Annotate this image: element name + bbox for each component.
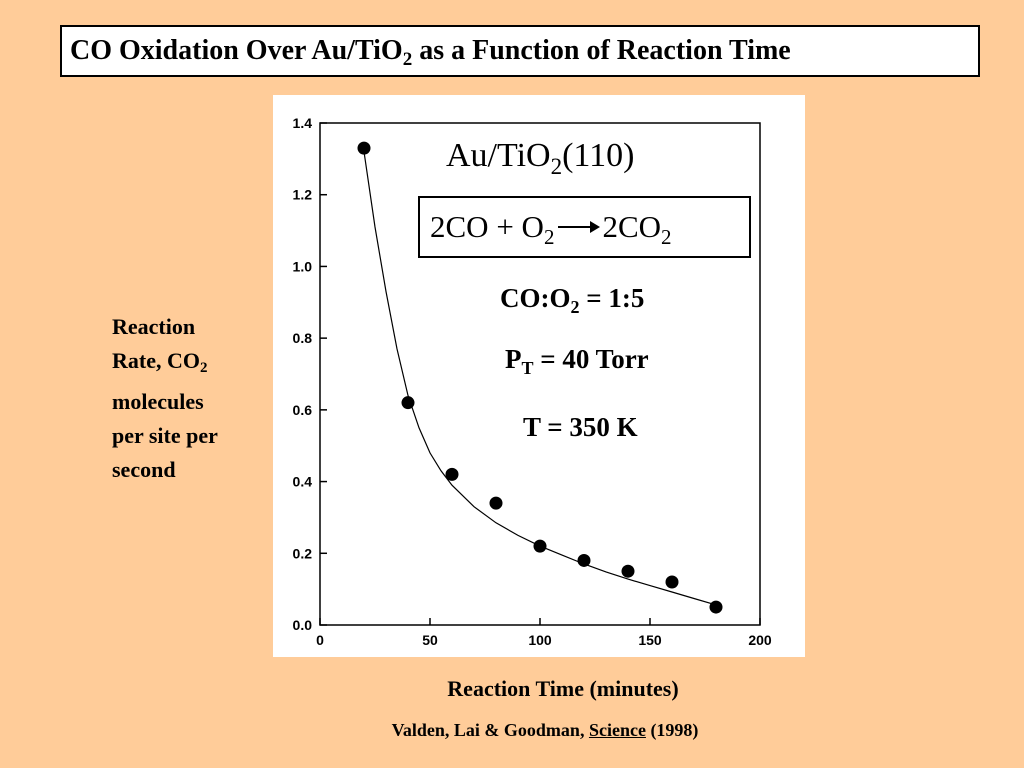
y-tick-label: 0.2 [293, 545, 313, 561]
y-tick-label: 1.2 [293, 187, 313, 203]
data-point [357, 141, 371, 155]
catalyst-label: Au/TiO2(110) [446, 137, 634, 180]
chart-panel: 0.0 0.2 0.4 0.6 0.8 1.0 1.2 1.4 0 50 100 150 200 Au/… [273, 95, 805, 657]
temperature-label: T = 350 K [523, 412, 638, 442]
data-point [489, 496, 503, 510]
citation-year: (1998) [645, 720, 699, 740]
title-text-post: as a Function of Reaction Time [412, 35, 791, 66]
citation-authors: Valden, Lai & Goodman, [391, 720, 589, 740]
pressure-label-subscript: T [521, 358, 534, 378]
data-point [665, 575, 679, 589]
x-tick-label: 150 [638, 632, 662, 648]
x-axis-label: Reaction Time (minutes) [447, 676, 679, 701]
data-point [709, 600, 723, 614]
y-axis-label-line-2: Rate, CO2 [112, 344, 262, 385]
catalyst-label-post: (110) [562, 137, 635, 174]
reaction-equation-box: 2CO + O2 2CO2 [418, 196, 751, 258]
y-axis-label-line-2-text: Rate, CO [112, 348, 200, 373]
scatter-chart: 0.0 0.2 0.4 0.6 0.8 1.0 1.2 1.4 0 50 100 150 200 [293, 115, 772, 648]
ratio-label-post: = 1:5 [579, 283, 645, 313]
equation-left: 2CO + O [430, 209, 544, 244]
ratio-label: CO:O2 = 1:5 [500, 283, 644, 318]
catalyst-label-subscript: 2 [550, 154, 563, 179]
y-tick-label: 1.0 [293, 258, 313, 274]
pressure-label-post: = 40 Torr [533, 344, 649, 374]
y-tick-label: 0.0 [293, 617, 313, 633]
ratio-label-subscript: 2 [570, 297, 580, 317]
ratio-label-pre: CO:O [500, 283, 571, 313]
data-point [445, 467, 459, 481]
y-tick-label: 0.6 [293, 402, 313, 418]
catalyst-label-pre: Au/TiO [446, 137, 551, 174]
y-axis-label-subscript: 2 [199, 360, 208, 376]
x-tick-label: 200 [748, 632, 772, 648]
slide-title: CO Oxidation Over Au/TiO2 as a Function … [60, 25, 980, 77]
y-axis-label-line-3: molecules [112, 389, 204, 414]
title-text-subscript: 2 [402, 49, 413, 70]
y-axis-label-line-4: per site per [112, 423, 218, 448]
reaction-arrow-icon [558, 220, 601, 233]
citation-journal: Science [588, 720, 646, 740]
data-point [577, 553, 591, 567]
y-axis-label-line-1: Reaction [112, 314, 196, 339]
pressure-label-pre: P [505, 344, 522, 374]
pressure-label: PT = 40 Torr [505, 344, 649, 379]
y-tick-label: 0.4 [293, 474, 313, 490]
title-text-pre: CO Oxidation Over Au/TiO [70, 35, 403, 66]
equation-left-subscript: 2 [543, 225, 555, 249]
fit-curve [363, 151, 717, 606]
y-axis-label: Reaction Rate, CO2 molecules per site pe… [112, 310, 262, 487]
data-point [401, 396, 415, 410]
y-tick-label: 1.4 [293, 115, 313, 131]
data-point [621, 564, 635, 578]
x-tick-label: 50 [422, 632, 438, 648]
y-tick-label: 0.8 [293, 330, 313, 346]
citation: Valden, Lai & Goodman, Science (1998) [250, 720, 840, 741]
y-axis-label-line-5: second [112, 457, 176, 482]
x-tick-label: 100 [528, 632, 552, 648]
equation-right: 2CO [602, 209, 662, 244]
data-point [533, 539, 547, 553]
equation-right-subscript: 2 [661, 225, 672, 249]
x-tick-label: 0 [316, 632, 324, 648]
